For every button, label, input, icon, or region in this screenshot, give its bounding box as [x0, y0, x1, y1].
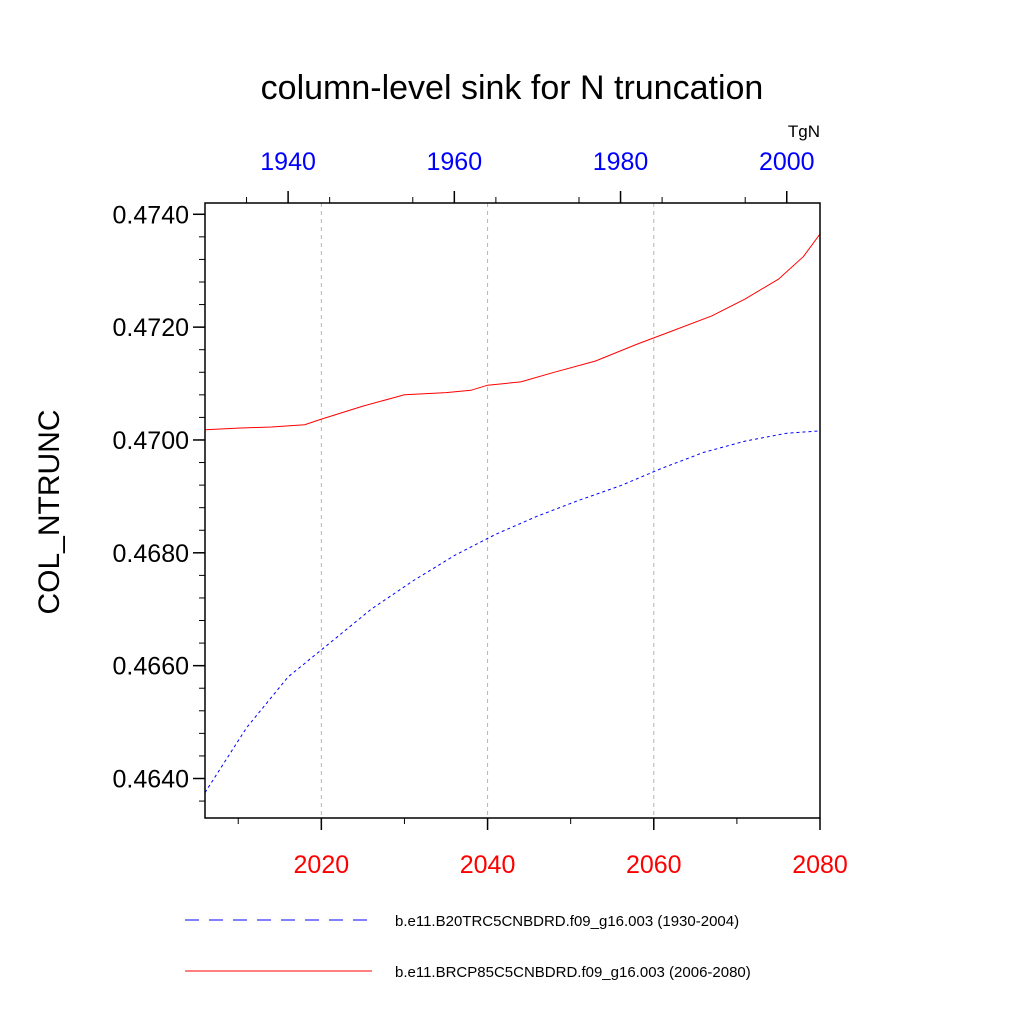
y-tick-label: 0.4680 — [113, 540, 189, 568]
legend-label-2: b.e11.BRCP85C5CNBDRD.f09_g16.003 (2006-2… — [395, 964, 751, 981]
plot-frame — [204, 202, 821, 819]
legend: b.e11.B20TRC5CNBDRD.f09_g16.003 (1930-20… — [185, 913, 751, 981]
top-tick-label: 1960 — [427, 148, 483, 176]
bottom-tick-label: 2080 — [792, 851, 848, 879]
series-line-2 — [204, 233, 821, 431]
series-layer — [204, 233, 821, 793]
axes: 0.4640 0.4660 0.4680 0.4700 0.4720 0.4740 2020… — [113, 148, 848, 879]
bottom-tick-label: 2020 — [294, 851, 350, 879]
grid-lines — [320, 203, 655, 818]
units-label: TgN — [788, 122, 820, 141]
chart-title: column-level sink for N truncation — [261, 69, 764, 107]
y-tick-label: 0.4740 — [113, 201, 189, 229]
y-axis-label: COL_NTRUNC — [33, 409, 66, 614]
y-tick-label: 0.4660 — [113, 653, 189, 681]
y-tick-label: 0.4700 — [113, 427, 189, 455]
bottom-tick-label: 2060 — [626, 851, 682, 879]
legend-label-1: b.e11.B20TRC5CNBDRD.f09_g16.003 (1930-20… — [395, 913, 739, 930]
y-tick-label: 0.4720 — [113, 314, 189, 342]
bottom-tick-label: 2040 — [460, 851, 516, 879]
top-tick-label: 1940 — [260, 148, 316, 176]
top-tick-label: 2000 — [759, 148, 815, 176]
series-line-1 — [204, 430, 821, 793]
y-tick-label: 0.4640 — [113, 766, 189, 794]
top-tick-label: 1980 — [593, 148, 649, 176]
